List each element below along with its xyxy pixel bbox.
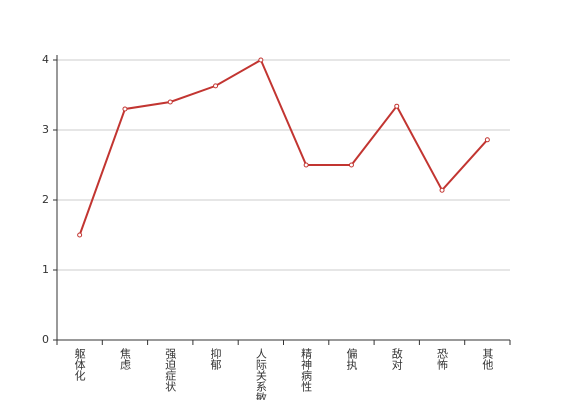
point	[348, 162, 354, 168]
x-tick-label: 敌对	[390, 347, 403, 370]
point	[122, 106, 128, 112]
point	[167, 99, 173, 105]
x-tick-label: 偏执	[345, 347, 358, 371]
x-tick-label: 抑郁	[209, 347, 222, 370]
point	[439, 187, 445, 193]
point	[484, 137, 490, 143]
point	[77, 232, 83, 238]
x-tick-label: 恐怖	[436, 348, 449, 370]
x-tick-label: 强迫症状	[164, 348, 177, 392]
point	[213, 83, 219, 89]
point	[303, 162, 309, 168]
y-tick-label: 1	[42, 263, 49, 276]
point	[258, 57, 264, 63]
x-tick-label: 其他	[481, 348, 494, 370]
y-tick-label: 4	[42, 53, 49, 66]
y-tick-label: 3	[42, 123, 49, 136]
point	[394, 103, 400, 109]
x-tick-label: 人际关系敏感	[254, 348, 267, 400]
y-tick-label: 2	[42, 193, 49, 206]
x-tick-label: 精神病性	[300, 348, 313, 393]
line	[78, 58, 489, 236]
x-tick-label: 躯体化	[73, 348, 86, 382]
y-tick-label: 0	[42, 333, 49, 346]
x-tick-label: 焦虑	[118, 348, 131, 370]
